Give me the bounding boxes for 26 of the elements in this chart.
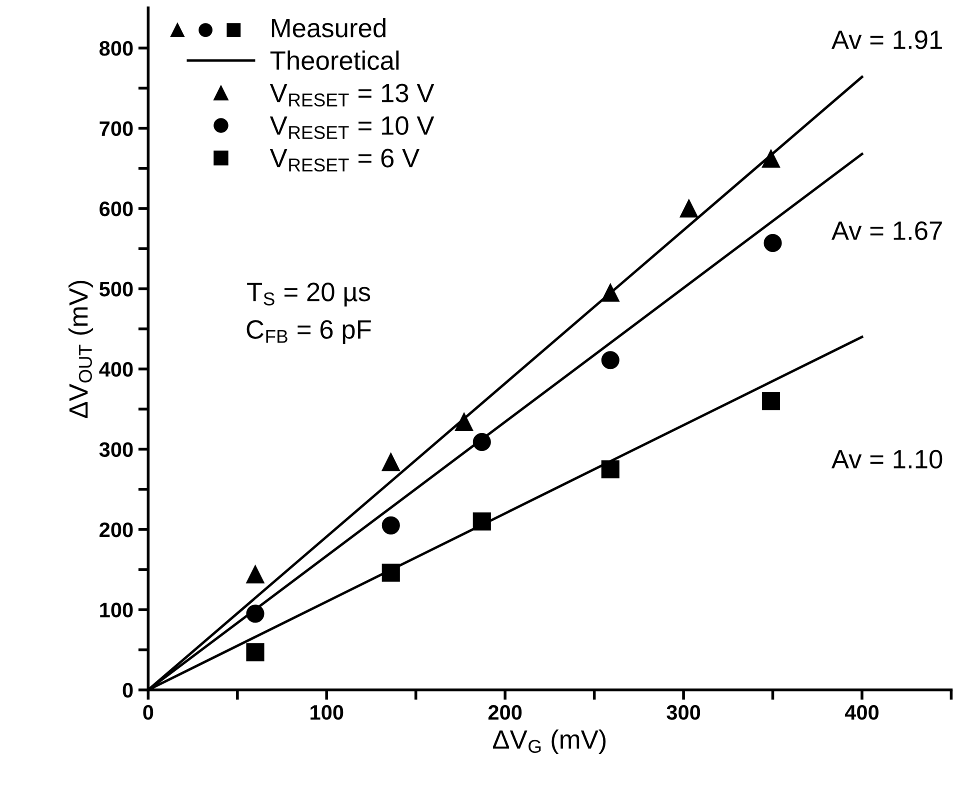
legend-label: V$_{RESET}$ = 13 V [270, 84, 434, 107]
legend-label: V$_{RESET}$ = 6 V [270, 148, 420, 172]
x-tick-label: 0 [143, 705, 154, 720]
y-axis-title: ΔV$_{OUT}$ (mV) [68, 280, 94, 418]
x-tick-label: 100 [310, 705, 344, 720]
annotation: Av = 1.10 [831, 450, 942, 469]
y-tick-label: 100 [100, 602, 133, 618]
y-tick-label: 500 [99, 282, 133, 296]
legend-title: Measured [272, 18, 386, 38]
y-tick-label: 400 [99, 362, 133, 377]
legend-label: V$_{RESET}$ = 10 V [270, 116, 434, 140]
y-tick-label: 0 [122, 682, 133, 698]
x-tick-label: 200 [488, 705, 522, 720]
annotation: T$_{S}$ = 20 µs [247, 282, 370, 307]
x-axis-title: ΔV$_{G}$ (mV) [492, 729, 606, 754]
y-tick-label: 700 [100, 121, 133, 136]
x-tick-label: 300 [666, 705, 700, 720]
legend-label: Theoretical [270, 50, 399, 70]
annotation: Av = 1.91 [831, 30, 942, 50]
y-tick-label: 800 [100, 41, 133, 56]
y-tick-label: 200 [100, 522, 133, 538]
annotation: C$_{FB}$ = 6 pF [246, 320, 371, 344]
y-tick-label: 300 [99, 442, 133, 457]
y-tick-label: 600 [100, 202, 133, 216]
annotation: Av = 1.67 [831, 221, 942, 240]
x-tick-label: 400 [844, 705, 879, 720]
